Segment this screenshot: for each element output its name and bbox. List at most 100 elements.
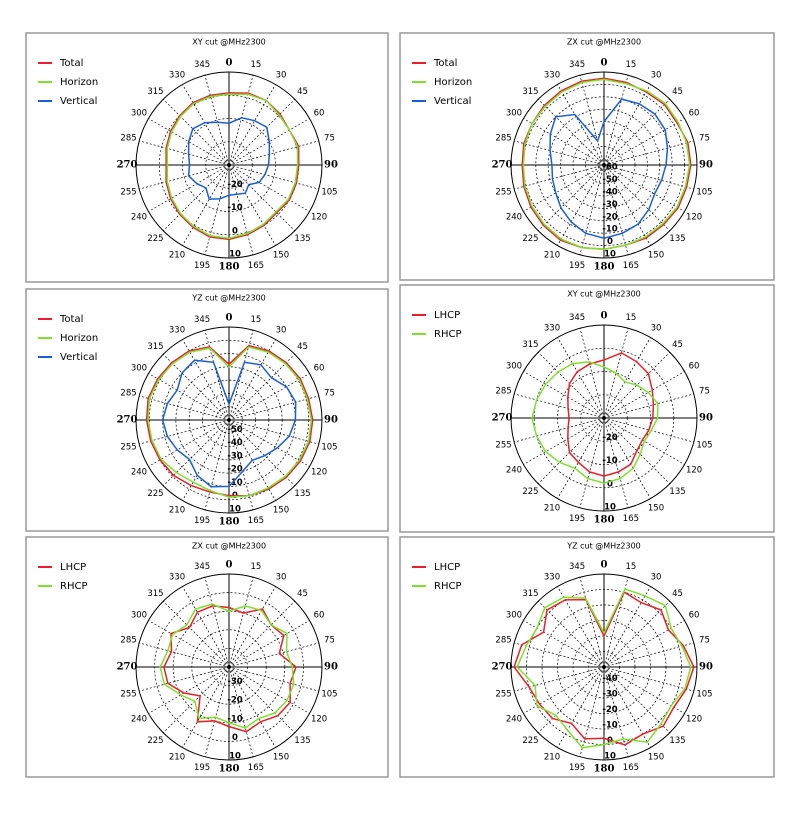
angle-label: 60 [314,364,325,374]
r-tick-label: -40 [602,188,617,198]
r-tick-label: 10 [229,505,241,515]
grid-spoke [603,351,671,419]
r-tick-label: 10 [604,250,616,260]
grid-spoke [228,419,296,487]
grid-spoke [139,666,230,692]
chart-title: XY cut @MHz2300 [192,38,266,47]
legend-label: Vertical [60,352,97,363]
grid-spoke [228,419,310,467]
panel-frame [399,32,775,281]
angle-label: 150 [648,753,664,763]
grid-spoke [228,164,319,190]
angle-label: 30 [651,323,662,333]
angle-label: 345 [569,313,585,323]
angle-label: 225 [147,234,163,244]
chart-title: ZX cut @MHz2300 [192,542,266,551]
grid-spoke [228,395,319,421]
grid-spoke [603,586,651,668]
angle-label: 15 [251,562,262,572]
angle-label: 135 [294,234,310,244]
grid-spoke [182,339,230,421]
series-line [187,117,271,200]
angle-label: 255 [495,187,511,197]
angle-label: 300 [506,362,522,372]
angle-label: 105 [696,187,712,197]
legend-label: RHCP [434,581,461,592]
grid-spoke [557,164,605,246]
angle-label: 345 [569,60,585,70]
angle-label: 210 [544,753,560,763]
series-line [147,346,313,498]
angle-label: 0 [226,560,233,571]
angle-label: 180 [219,262,240,273]
grid-spoke [228,666,276,748]
angle-label: 285 [120,636,136,646]
angle-label: 150 [273,506,289,516]
angle-label: 225 [522,234,538,244]
angle-label: 150 [648,504,664,514]
grid-spoke [228,140,319,166]
r-tick-label: 0 [232,733,238,743]
r-tick-label: 10 [604,503,616,513]
polar-panel: XY cut @MHz2300 0 15 30 45 60 75 90 105 120 135 150… [25,32,389,283]
angle-label: 45 [672,589,683,599]
grid-spoke [228,666,310,714]
grid-spoke [139,395,230,421]
angle-label: 135 [669,487,685,497]
angle-label: 330 [544,572,560,582]
grid-spoke [603,164,651,246]
grid-spoke [579,577,605,668]
grid-spoke [603,140,694,166]
angle-label: 60 [689,611,700,621]
grid-spoke [228,620,310,668]
angle-label: 15 [626,313,637,323]
legend-label: Horizon [60,333,98,344]
angle-label: 195 [569,514,585,524]
legend-label: LHCP [434,562,460,573]
angle-label: 210 [169,753,185,763]
angle-label: 60 [689,362,700,372]
angle-label: 90 [324,662,338,673]
grid-spoke [514,164,605,190]
grid-spoke [603,371,685,419]
angle-label: 210 [169,506,185,516]
grid-spoke [603,75,629,166]
grid-spoke [162,600,230,668]
angle-label: 180 [219,517,240,528]
angle-label: 195 [194,763,210,773]
grid-spoke [537,666,605,734]
grid-spoke [139,164,230,190]
angle-label: 30 [276,325,287,335]
grid-spoke [603,164,694,190]
r-tick-label: -10 [227,714,242,724]
r-tick-label: -40 [602,674,617,684]
grid-spoke [603,666,629,757]
legend-label: LHCP [434,310,460,321]
angle-label: 285 [495,387,511,397]
legend-label: Horizon [60,77,98,88]
r-tick-label: -30 [602,690,617,700]
grid-spoke [228,666,319,692]
grid-spoke [514,140,605,166]
series-line [161,359,297,488]
grid-spoke [228,666,254,757]
angle-label: 0 [601,560,608,571]
grid-spoke [514,393,605,419]
angle-label: 315 [147,589,163,599]
grid-spoke [603,417,694,443]
chart-title: YZ cut @MHz2300 [191,294,266,303]
panel-frame [399,536,775,778]
r-tick-label: -10 [602,721,617,731]
angle-label: 285 [495,636,511,646]
angle-label: 180 [594,515,615,526]
grid-spoke [148,620,230,668]
grid-spoke [204,666,230,757]
r-tick-label: -20 [227,180,242,190]
series-line [513,591,695,746]
angle-label: 90 [324,160,338,171]
angle-label: 90 [699,662,713,673]
grid-spoke [537,600,605,668]
angle-label: 0 [226,58,233,69]
panel-frame [25,536,389,778]
